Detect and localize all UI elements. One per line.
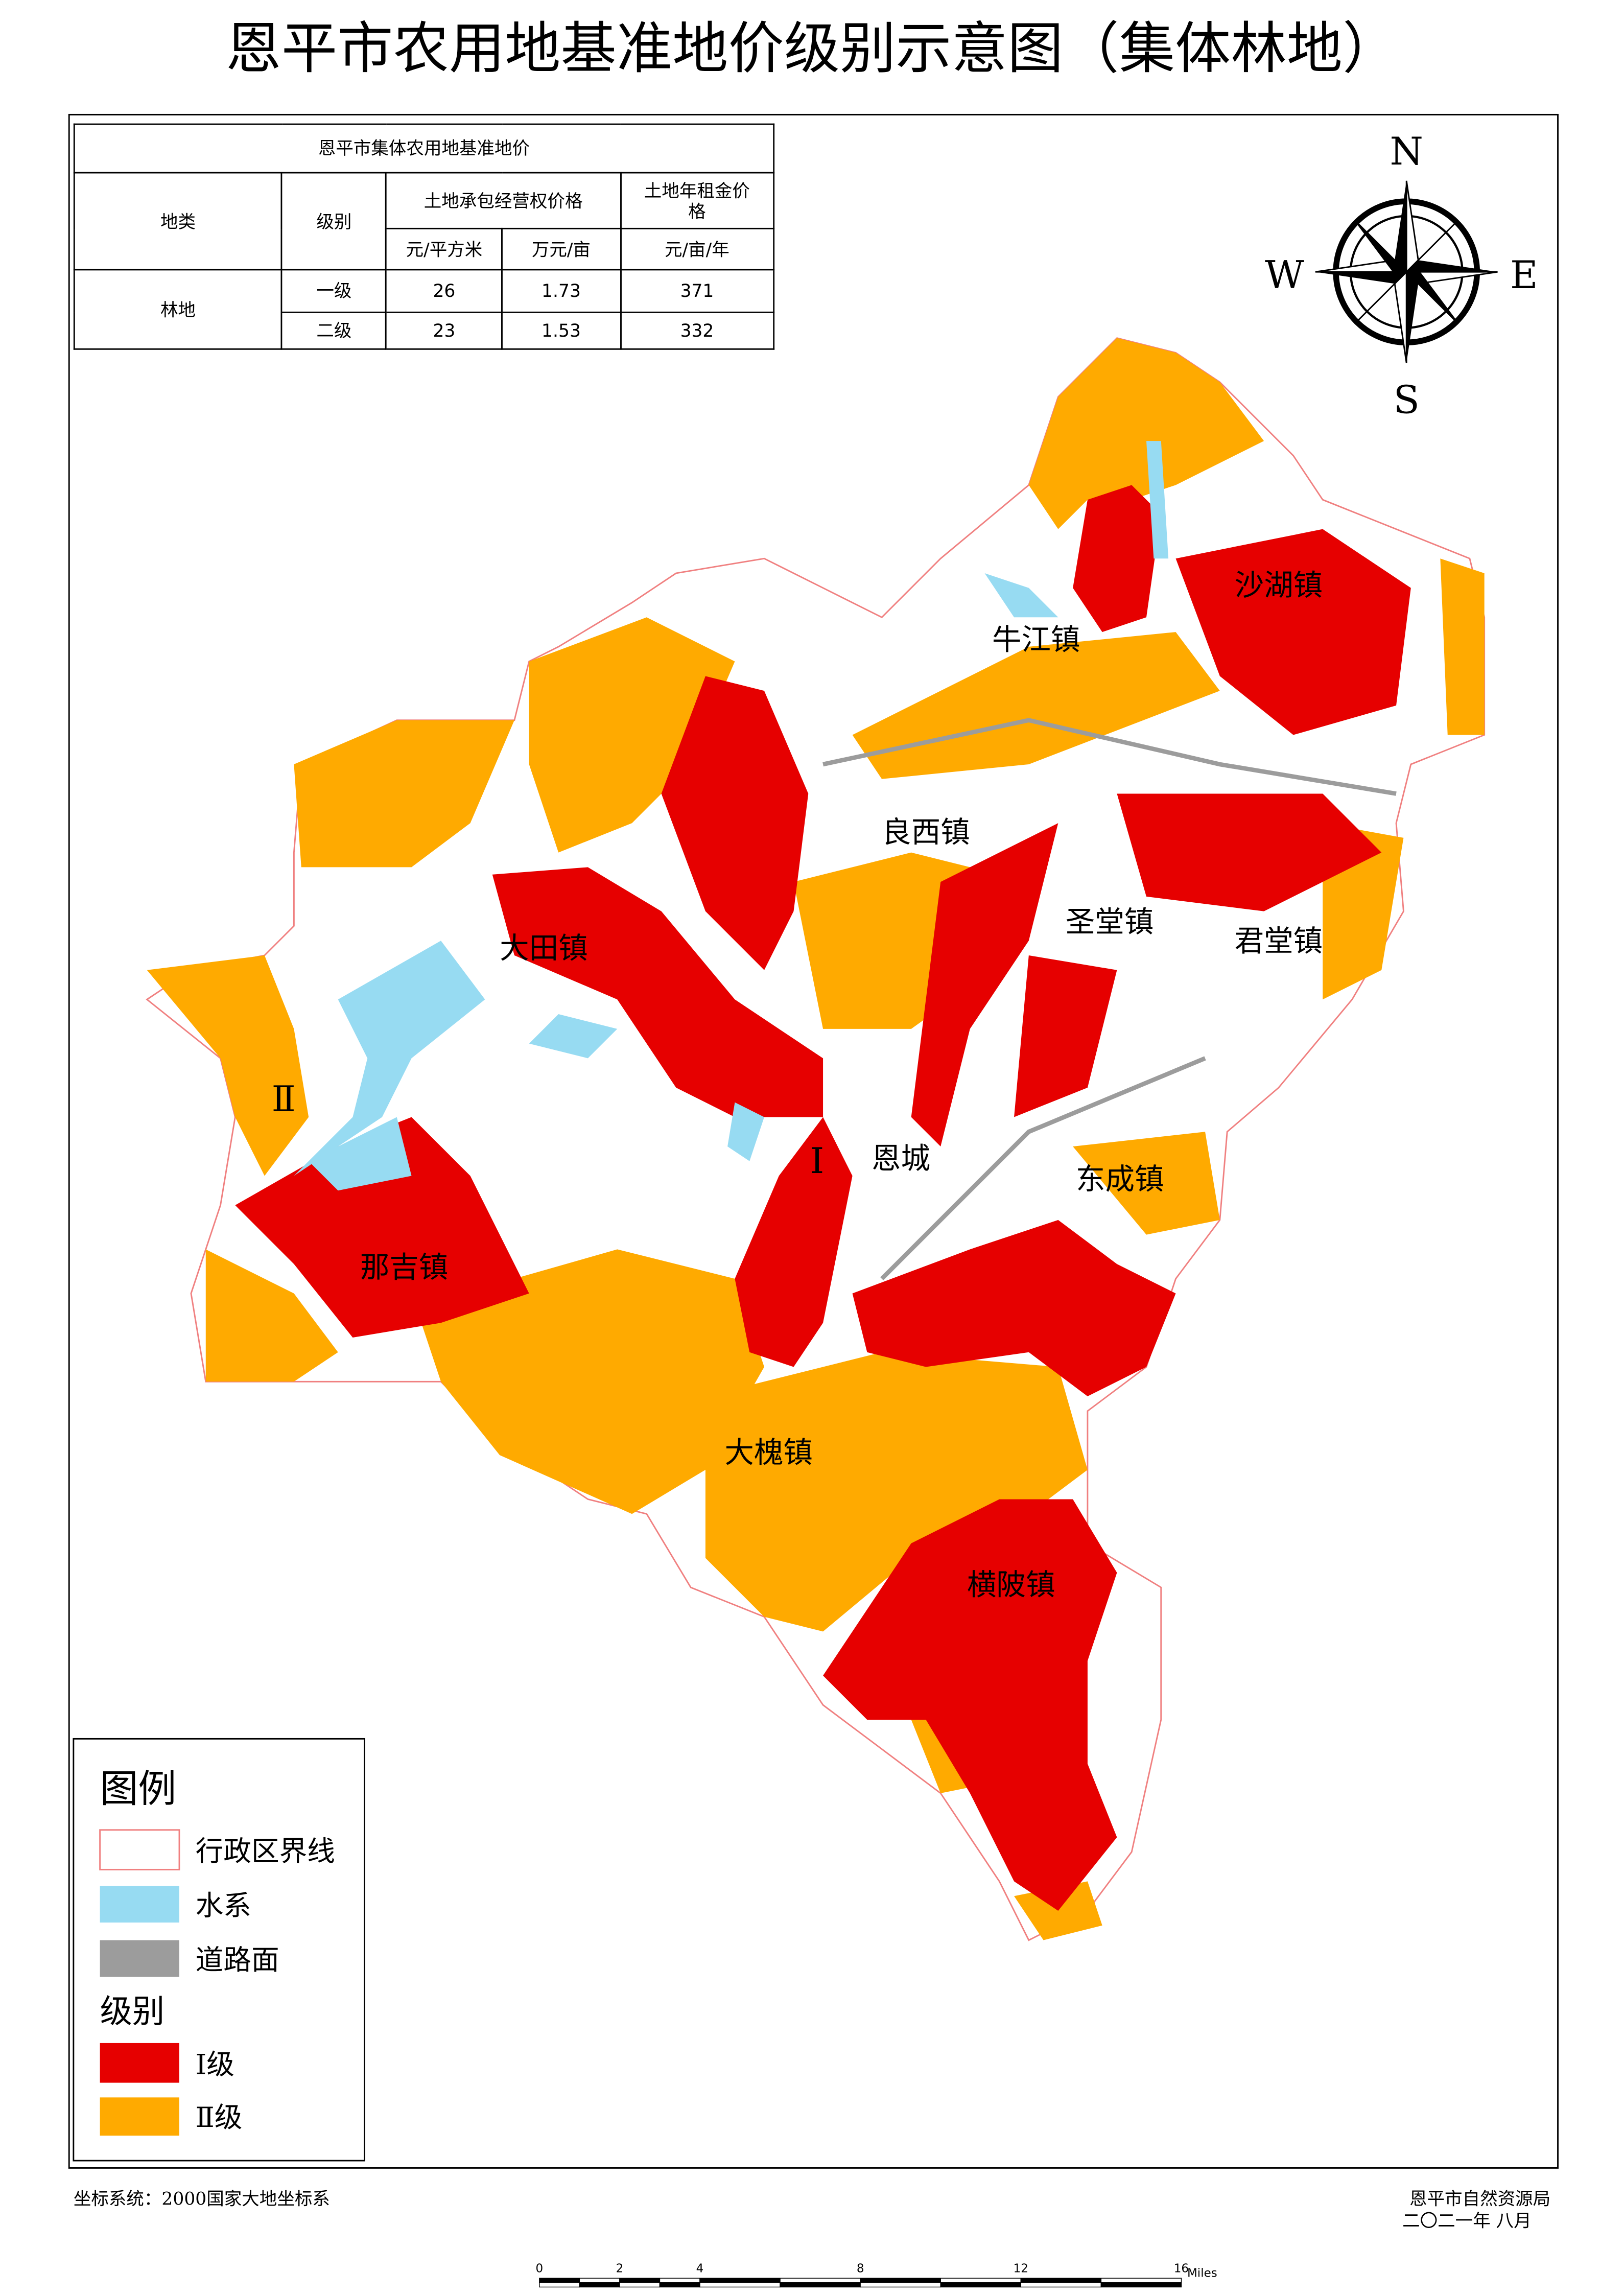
map — [146, 337, 1486, 1941]
town-label: 牛江镇 — [992, 623, 1080, 657]
scale-segment — [780, 2278, 861, 2283]
compass-e: E — [1510, 253, 1538, 297]
table-unit: 元/亩/年 — [619, 227, 775, 271]
town-label: 圣堂镇 — [1066, 905, 1154, 939]
scale-label: 16 — [1174, 2262, 1189, 2276]
table-header: 土地年租金价格 — [619, 172, 775, 229]
legend-subtitle: 级别 — [100, 1993, 165, 2030]
road — [822, 718, 1397, 1280]
table-cell: 332 — [619, 311, 775, 350]
zone-label: Ⅱ — [272, 1079, 296, 1120]
compass-w: W — [1265, 253, 1304, 297]
zone-label: Ⅰ — [810, 1141, 824, 1182]
scale-segment — [1100, 2282, 1182, 2288]
scale-label: 2 — [616, 2262, 624, 2276]
legend-swatch — [100, 1886, 179, 1923]
town-label: 君堂镇 — [1235, 924, 1323, 958]
table-caption: 恩平市集体农用地基准地价 — [73, 123, 775, 174]
table-group: 林地 — [73, 269, 283, 350]
legend-swatch — [100, 1940, 179, 1977]
title: 恩平市农用地基准地价级别示意图（集体林地） — [225, 16, 1399, 81]
table-cell: 1.53 — [501, 311, 621, 350]
table-cell: 1.73 — [501, 269, 621, 313]
scale-segment — [579, 2282, 620, 2288]
table-header: 级别 — [281, 172, 387, 271]
scale-segment — [860, 2282, 941, 2288]
scale-segment — [1020, 2282, 1102, 2288]
scale-segment — [940, 2282, 1022, 2288]
agency: 恩平市自然资源局 — [1409, 2189, 1550, 2209]
compass — [1315, 180, 1498, 363]
scale-segment — [699, 2278, 781, 2283]
compass-labels: N S E W — [1265, 129, 1538, 422]
town-label: 那吉镇 — [360, 1250, 449, 1284]
scale-segment — [619, 2278, 661, 2283]
town-label: 东成镇 — [1076, 1162, 1164, 1196]
compass-s: S — [1394, 378, 1420, 422]
scale-label: 4 — [696, 2262, 704, 2276]
legend: 图例 行政区界线 水系 道路面 级别 Ⅰ级 Ⅱ级 — [73, 1738, 365, 2162]
town-label: 横陂镇 — [967, 1567, 1055, 1602]
scale-segment — [1100, 2278, 1182, 2283]
level-1-area — [235, 485, 1411, 1911]
table-cell: 26 — [385, 269, 503, 313]
scale-segment — [659, 2282, 700, 2288]
table-unit: 万元/亩 — [501, 227, 621, 271]
coordinate-system: 坐标系统：2000国家大地坐标系 — [74, 2189, 330, 2209]
scale-segment — [1020, 2278, 1102, 2283]
town-label: 恩城 — [872, 1141, 930, 1176]
scale-unit: Miles — [1187, 2266, 1217, 2280]
legend-label: Ⅰ级 — [196, 2048, 234, 2080]
table-header: 地类 — [73, 172, 283, 271]
scale-segment — [579, 2278, 620, 2283]
legend-label: 行政区界线 — [196, 1835, 335, 1867]
town-label: 良西镇 — [882, 815, 970, 849]
town-label: 大田镇 — [500, 931, 588, 966]
legend-label: Ⅱ级 — [196, 2101, 243, 2134]
town-label: 大槐镇 — [724, 1436, 813, 1470]
legend-title: 图例 — [100, 1767, 177, 1811]
town-labels: 沙湖镇 牛江镇 良西镇 圣堂镇 君堂镇 大田镇 恩城 东成镇 那吉镇 大槐镇 横… — [272, 568, 1323, 1602]
scale-segment — [940, 2278, 1022, 2283]
price-table: 恩平市集体农用地基准地价 地类 级别 土地承包经营权价格 土地年租金价格 元/平… — [73, 123, 775, 350]
table-cell: 23 — [385, 311, 503, 350]
legend-swatch — [100, 2043, 179, 2083]
compass-n: N — [1390, 129, 1423, 174]
scale-segment — [539, 2282, 580, 2288]
legend-swatch — [100, 2097, 179, 2136]
scale-label: 0 — [536, 2262, 544, 2276]
table-header: 土地承包经营权价格 — [385, 172, 621, 229]
legend-label: 道路面 — [196, 1943, 279, 1976]
legend-label: 水系 — [196, 1889, 251, 1922]
scale-label: 8 — [857, 2262, 864, 2276]
table-unit: 元/平方米 — [385, 227, 503, 271]
table-cell: 二级 — [281, 311, 387, 350]
scale-segment — [619, 2282, 661, 2288]
scale-segment — [699, 2282, 781, 2288]
scale-segment — [780, 2282, 861, 2288]
town-label: 沙湖镇 — [1235, 568, 1323, 602]
table-cell: 一级 — [281, 269, 387, 313]
legend-swatch — [99, 1829, 180, 1870]
table-cell: 371 — [619, 269, 775, 313]
scale-label: 12 — [1014, 2262, 1028, 2276]
water — [294, 441, 1169, 1191]
date: 二〇二一年 八月 — [1402, 2211, 1532, 2232]
scale-segment — [659, 2278, 700, 2283]
scale-segment — [539, 2278, 580, 2283]
scale-segment — [860, 2278, 941, 2283]
